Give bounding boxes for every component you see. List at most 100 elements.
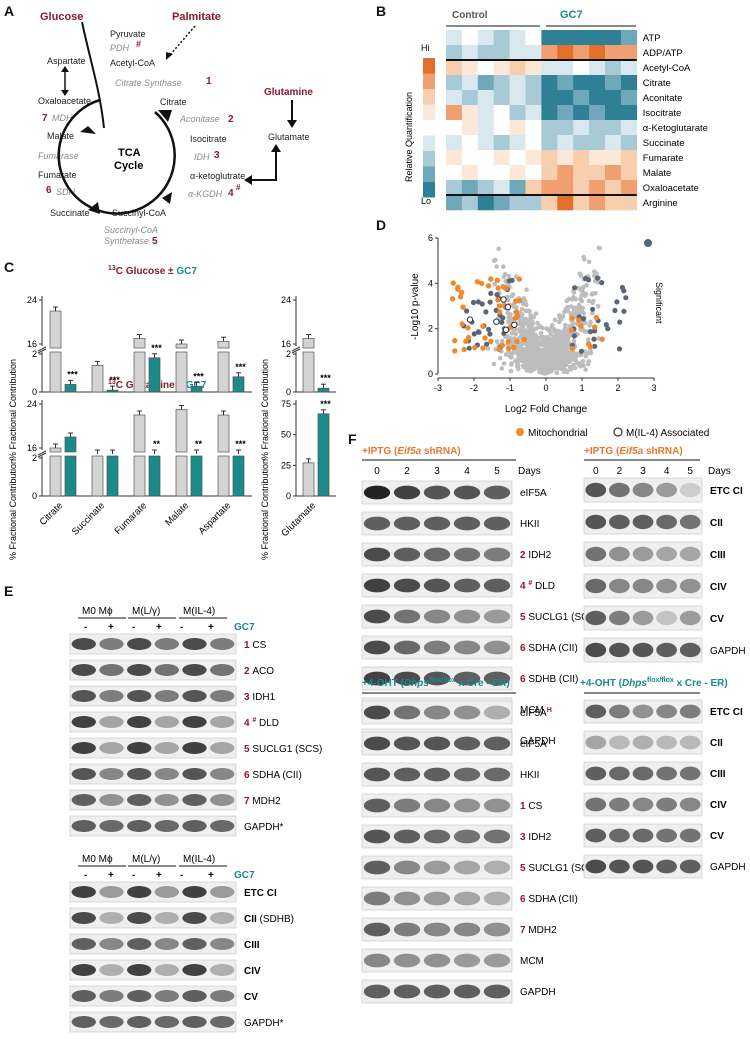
blot-band	[210, 820, 235, 832]
blot-band	[656, 578, 677, 594]
blot-band	[363, 736, 391, 751]
blot-band	[363, 609, 391, 624]
blot-band	[483, 578, 511, 593]
lane-sign: -	[180, 870, 183, 881]
scatter-point	[535, 348, 540, 353]
scatter-point-mitochondrial	[599, 336, 605, 342]
panel-b: B Control GC7 ATP ADP/ATP Acetyl-CoA Citrat…	[376, 3, 708, 211]
heatmap-cell	[589, 195, 606, 211]
scatter-point	[496, 246, 501, 252]
blot-band	[423, 798, 451, 813]
heatmap-cell	[461, 195, 479, 211]
y-tick-label: 16	[27, 339, 37, 349]
heatmap-cell	[605, 45, 622, 61]
blot-band	[99, 742, 124, 754]
blot-band	[632, 482, 654, 498]
bar	[317, 387, 330, 393]
blot-row-label: 4 # DLD	[520, 580, 555, 592]
scatter-point-mitochondrial	[465, 325, 471, 331]
blot-band	[71, 742, 96, 754]
blot-band	[453, 984, 481, 999]
akgdh-sup: #	[236, 183, 241, 192]
oxaloacetate-label: Oxaloacetate	[38, 96, 91, 106]
blot-band	[363, 705, 391, 720]
blot-band	[71, 664, 96, 676]
heatmap-cell	[493, 60, 510, 76]
blot-row-label: 3 IDH2	[520, 832, 552, 843]
scatter-point-significant	[592, 343, 598, 349]
blot-row-bold: CV	[244, 992, 258, 1003]
blot-band	[363, 829, 391, 844]
scatter-point-significant	[571, 333, 578, 339]
blot-band	[363, 671, 391, 686]
akgdh-label: α-KGDH	[188, 189, 223, 199]
heatmap-cell	[573, 90, 590, 106]
heatmap-cell	[541, 195, 558, 211]
category-label: Aspartate	[197, 500, 234, 537]
x-tick-label: 0	[543, 383, 548, 393]
volcano-ylabel: -Log10 p-value	[410, 273, 421, 340]
scatter-point	[582, 328, 587, 334]
blot-band	[632, 704, 654, 719]
blot-band	[210, 1016, 235, 1028]
scatter-point	[511, 304, 517, 310]
scatter-point-significant	[494, 292, 500, 298]
axis-break	[38, 346, 252, 352]
akgdh-num: 4	[228, 188, 234, 199]
tca-cycle-arc	[57, 98, 176, 215]
lane-sign: -	[132, 622, 135, 633]
blot-band	[71, 768, 96, 780]
blot-band	[632, 642, 654, 658]
blot-band	[679, 482, 701, 498]
scatter-point-mitochondrial	[578, 323, 584, 329]
scatter-point-mil4	[466, 316, 474, 323]
blot-band	[363, 578, 391, 593]
scatter-point-significant	[509, 277, 515, 283]
group-label: M(L/γ)	[132, 606, 160, 617]
scatter-point	[513, 331, 518, 337]
blot-row-label: HKII	[520, 519, 539, 530]
blot-band	[154, 664, 179, 676]
heatmap-cell	[605, 180, 622, 196]
lane-sign: +	[156, 870, 162, 881]
blot-row-label: 1 CS	[520, 801, 543, 812]
isocitrate-label: Isocitrate	[190, 134, 227, 144]
scatter-point	[556, 319, 562, 325]
significance-label: ***	[151, 343, 162, 353]
blot-band	[210, 690, 235, 702]
scatter-point	[501, 361, 507, 366]
scatter-point	[519, 306, 525, 312]
heatmap-cell	[541, 105, 558, 121]
mdh-num: 7	[42, 113, 48, 124]
scatter-point-mitochondrial	[513, 309, 520, 315]
scatter-point-significant	[623, 295, 629, 301]
heatmap-cell	[509, 180, 526, 196]
blot-band	[99, 794, 124, 806]
bar	[302, 351, 315, 393]
blot-band	[483, 609, 511, 624]
heatmap-cell	[620, 60, 638, 76]
scatter-point	[557, 315, 563, 321]
blot-band	[423, 891, 451, 906]
scatter-point	[539, 338, 545, 344]
blot-band	[99, 912, 124, 924]
scatter-point-mitochondrial	[488, 338, 494, 345]
scatter-point-mitochondrial	[496, 303, 503, 309]
heatmap-cell	[620, 30, 638, 46]
blot-band	[453, 671, 481, 686]
bar	[302, 338, 315, 349]
blot-row-num: 5	[520, 863, 528, 874]
heatmap-cell	[446, 120, 463, 136]
heatmap-cell	[493, 165, 510, 181]
heatmap-cell	[620, 165, 638, 181]
blot-band	[656, 797, 677, 812]
scatter-point	[578, 273, 584, 279]
blot-row-label: eIF5AH	[520, 707, 552, 719]
heatmap-cell	[620, 135, 638, 151]
y-tick-label: 24	[27, 295, 37, 305]
y-tick-label: 4	[428, 278, 433, 288]
bar	[175, 409, 188, 453]
heatmap-cell	[557, 105, 574, 121]
blot-band	[363, 922, 391, 937]
